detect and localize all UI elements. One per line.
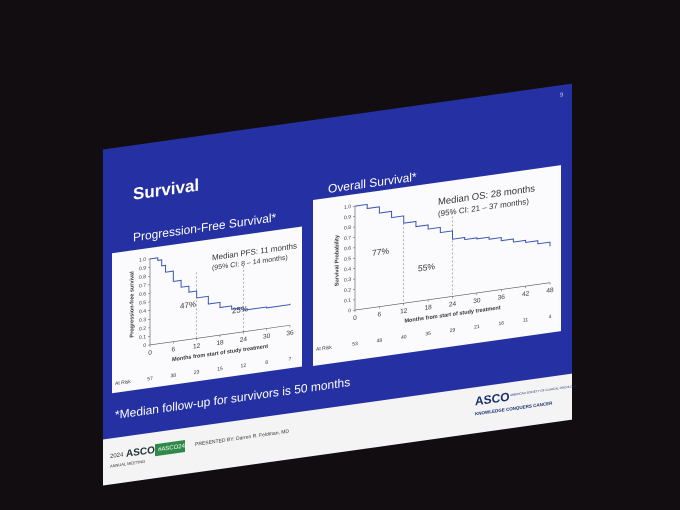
hashtag-badge <box>155 439 185 457</box>
y-tick-label: 0.1 <box>344 298 351 305</box>
hashtag: #ASCO24 <box>158 444 186 454</box>
page-number: 9 <box>560 92 564 99</box>
y-tick-label: 0.8 <box>344 225 351 232</box>
at-risk-count: 4 <box>549 314 552 320</box>
chart-panel <box>313 165 561 367</box>
x-tick-label: 48 <box>546 287 554 295</box>
y-tick-label: 1.0 <box>139 257 146 264</box>
y-tick-label: 0.9 <box>344 214 351 221</box>
at-risk-count: 21 <box>474 324 480 331</box>
x-tick-label: 24 <box>240 336 248 344</box>
at-risk-count: 29 <box>450 327 456 334</box>
x-tick-label: 18 <box>216 339 224 347</box>
org-logo: ASCO <box>475 390 510 409</box>
y-tick-label: 0 <box>348 308 351 314</box>
meeting-sub: ANNUAL MEETING <box>110 459 145 469</box>
y-tick-label: 0.5 <box>344 256 351 263</box>
at-risk-count: 7 <box>289 356 292 362</box>
y-axis-label: Survival Probability <box>334 234 340 287</box>
y-tick-label: 0.8 <box>139 274 146 281</box>
meeting-name: ASCO <box>126 445 155 460</box>
at-risk-count: 48 <box>377 338 383 345</box>
annotation: 77% <box>372 246 389 258</box>
chart-panel <box>112 226 302 394</box>
survival-curve <box>150 257 291 311</box>
x-tick-label: 24 <box>449 301 457 309</box>
x-tick-label: 18 <box>425 304 433 312</box>
x-tick-label: 6 <box>172 346 176 354</box>
y-tick-label: 0.2 <box>139 326 146 333</box>
y-tick-label: 0.7 <box>344 235 351 242</box>
meeting-year: 2024 <box>110 452 124 460</box>
at-risk-count: 12 <box>241 363 247 370</box>
at-risk-count: 53 <box>352 341 358 348</box>
y-tick-label: 1.0 <box>344 204 351 211</box>
survival-curve <box>355 203 551 247</box>
annotation: 55% <box>418 261 435 273</box>
y-tick-label: 0.6 <box>139 291 146 298</box>
at-risk-count: 35 <box>425 331 431 338</box>
x-tick-label: 30 <box>263 333 271 341</box>
footer-bar <box>103 373 572 486</box>
x-tick-label: 42 <box>522 290 530 298</box>
y-tick-label: 0 <box>143 343 146 349</box>
x-tick-label: 30 <box>473 297 481 305</box>
x-tick-label: 12 <box>193 343 201 351</box>
x-tick-label: 0 <box>148 349 152 357</box>
y-tick-label: 0.4 <box>139 308 146 315</box>
at-risk-label: At Risk <box>115 379 131 387</box>
y-tick-label: 0.7 <box>139 283 146 290</box>
y-tick-label: 0.1 <box>139 334 146 341</box>
y-tick-label: 0.6 <box>344 246 351 253</box>
slide: 9 Survival *Median follow-up for survivo… <box>103 83 577 486</box>
at-risk-count: 16 <box>498 320 504 327</box>
at-risk-count: 11 <box>523 317 528 324</box>
annotation: 47% <box>180 300 196 311</box>
at-risk-count: 38 <box>171 373 177 380</box>
x-tick-label: 36 <box>286 329 294 337</box>
y-tick-label: 0.4 <box>344 266 351 273</box>
y-tick-label: 0.2 <box>344 287 351 294</box>
x-tick-label: 12 <box>400 307 408 315</box>
at-risk-count: 15 <box>217 366 223 373</box>
at-risk-count: 40 <box>401 334 407 341</box>
x-tick-label: 0 <box>353 315 357 323</box>
at-risk-count: 23 <box>194 369 200 376</box>
y-tick-label: 0.5 <box>139 300 146 307</box>
at-risk-label: At Risk <box>316 345 332 353</box>
x-tick-label: 6 <box>378 311 382 319</box>
y-axis-label: Progression-free survival <box>129 270 135 337</box>
y-tick-label: 0.3 <box>139 317 146 324</box>
y-tick-label: 0.9 <box>139 265 146 272</box>
at-risk-count: 57 <box>147 376 153 383</box>
x-tick-label: 36 <box>498 294 506 302</box>
y-tick-label: 0.3 <box>344 277 351 284</box>
annotation: 25% <box>232 304 248 315</box>
at-risk-count: 8 <box>265 360 268 366</box>
